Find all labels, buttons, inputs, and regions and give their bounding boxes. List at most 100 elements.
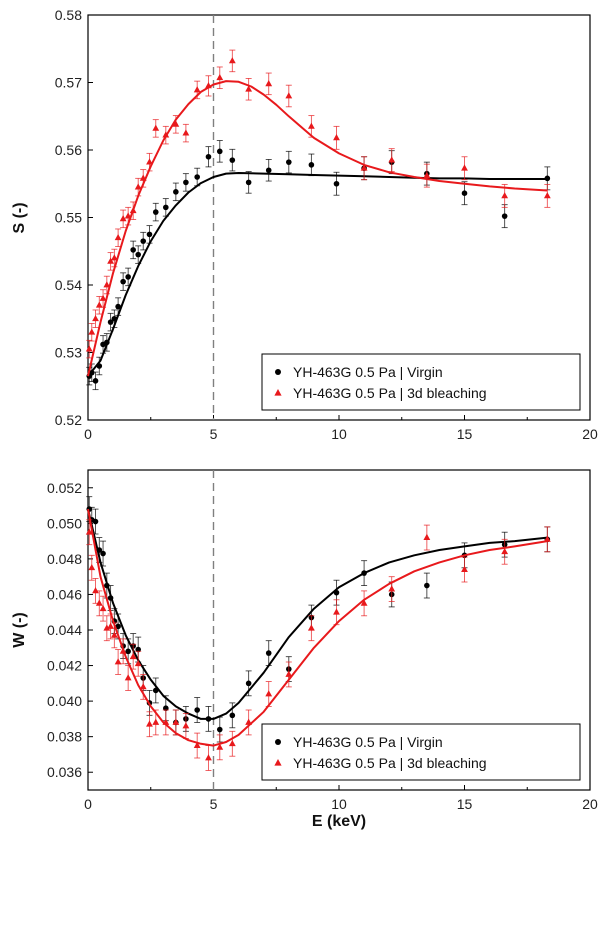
data-point xyxy=(308,162,315,168)
data-point xyxy=(115,303,121,310)
data-point xyxy=(146,231,153,238)
data-point xyxy=(360,164,368,171)
data-point xyxy=(205,716,212,722)
data-point xyxy=(95,301,103,308)
data-point xyxy=(104,339,110,346)
data-point xyxy=(119,647,127,654)
data-point xyxy=(152,124,160,131)
data-point xyxy=(183,179,189,186)
data-point xyxy=(285,92,293,99)
x-tick-label: 10 xyxy=(331,426,347,442)
series-virgin xyxy=(86,496,551,743)
data-point xyxy=(139,683,147,690)
legend: YH-463G 0.5 Pa | Virgin YH-463G 0.5 Pa | … xyxy=(261,353,581,411)
data-point xyxy=(172,120,180,127)
data-point xyxy=(152,209,159,215)
data-point xyxy=(110,631,118,638)
data-point xyxy=(333,589,340,596)
data-point xyxy=(193,86,201,93)
data-point xyxy=(92,378,99,384)
data-point xyxy=(85,345,93,352)
data-point xyxy=(85,528,93,535)
data-point xyxy=(92,587,99,594)
data-point xyxy=(103,281,111,288)
data-point xyxy=(205,754,212,761)
data-point xyxy=(229,712,236,719)
data-point xyxy=(245,85,253,92)
data-point xyxy=(146,158,153,165)
data-point xyxy=(182,722,190,729)
data-point xyxy=(423,171,431,179)
data-point xyxy=(129,652,137,660)
fit-curve xyxy=(87,508,548,720)
data-point xyxy=(162,131,170,138)
x-tick-label: 5 xyxy=(210,426,218,442)
data-point xyxy=(501,192,509,199)
data-point xyxy=(543,535,551,542)
chart-panel-2: 0 5 10 15 20 0.036 0.038 0.040 0.042 0.044 0.046 0.… xyxy=(11,469,598,830)
x-tick-label: 15 xyxy=(457,796,473,812)
data-point xyxy=(265,167,272,174)
data-point xyxy=(115,623,121,630)
data-point xyxy=(228,739,236,747)
y-tick-label: 0.52 xyxy=(55,412,82,428)
y-tick-label: 0.56 xyxy=(55,142,82,158)
data-point xyxy=(95,599,103,606)
legend-marker-circle xyxy=(275,369,281,375)
data-point xyxy=(501,547,509,555)
data-point xyxy=(110,254,118,261)
data-point xyxy=(119,215,127,222)
y-tick-label: 0.55 xyxy=(55,210,82,226)
x-tick-label: 20 xyxy=(582,796,598,812)
data-point xyxy=(461,164,468,171)
data-point xyxy=(501,213,508,219)
data-point xyxy=(125,648,131,655)
y-tick-label: 0.046 xyxy=(47,586,82,602)
data-point xyxy=(461,190,468,196)
data-point xyxy=(107,319,114,325)
data-point xyxy=(228,57,236,64)
data-point xyxy=(245,179,252,186)
data-point xyxy=(388,156,396,163)
data-point xyxy=(286,159,292,165)
legend-label: YH-463G 0.5 Pa | Virgin xyxy=(293,734,443,750)
data-point xyxy=(172,718,180,725)
data-point xyxy=(124,674,132,681)
data-point xyxy=(134,183,142,190)
series-bleaching xyxy=(85,508,551,771)
data-point xyxy=(100,550,106,557)
y-tick-label: 0.048 xyxy=(47,551,82,567)
y-tick-label: 0.53 xyxy=(55,345,82,361)
data-point xyxy=(461,565,468,572)
data-point xyxy=(130,247,136,253)
legend-label: YH-463G 0.5 Pa | 3d bleaching xyxy=(293,385,487,401)
data-point xyxy=(229,157,236,163)
data-point xyxy=(216,73,224,81)
data-point xyxy=(333,134,340,141)
y-axis-title: W (-) xyxy=(11,612,28,648)
data-point xyxy=(163,204,169,211)
legend: YH-463G 0.5 Pa | Virgin YH-463G 0.5 Pa | … xyxy=(261,723,581,781)
data-point xyxy=(265,650,272,656)
data-point xyxy=(124,212,132,219)
data-point xyxy=(216,743,224,750)
x-tick-label: 0 xyxy=(84,796,92,812)
data-point xyxy=(92,314,99,322)
data-point xyxy=(104,582,110,589)
x-tick-label: 15 xyxy=(457,426,473,442)
y-tick-label: 0.042 xyxy=(47,658,82,674)
data-point xyxy=(125,274,131,280)
data-point xyxy=(135,251,141,258)
data-point xyxy=(139,174,147,181)
data-point xyxy=(88,563,96,571)
x-tick-label: 0 xyxy=(84,426,92,442)
y-tick-label: 0.036 xyxy=(47,764,82,780)
data-point xyxy=(182,129,190,136)
data-point xyxy=(99,294,107,301)
data-point xyxy=(285,670,293,677)
x-tick-label: 10 xyxy=(331,796,347,812)
data-point xyxy=(107,595,114,601)
data-point xyxy=(544,175,551,182)
data-point xyxy=(96,363,103,369)
data-point xyxy=(107,257,114,264)
